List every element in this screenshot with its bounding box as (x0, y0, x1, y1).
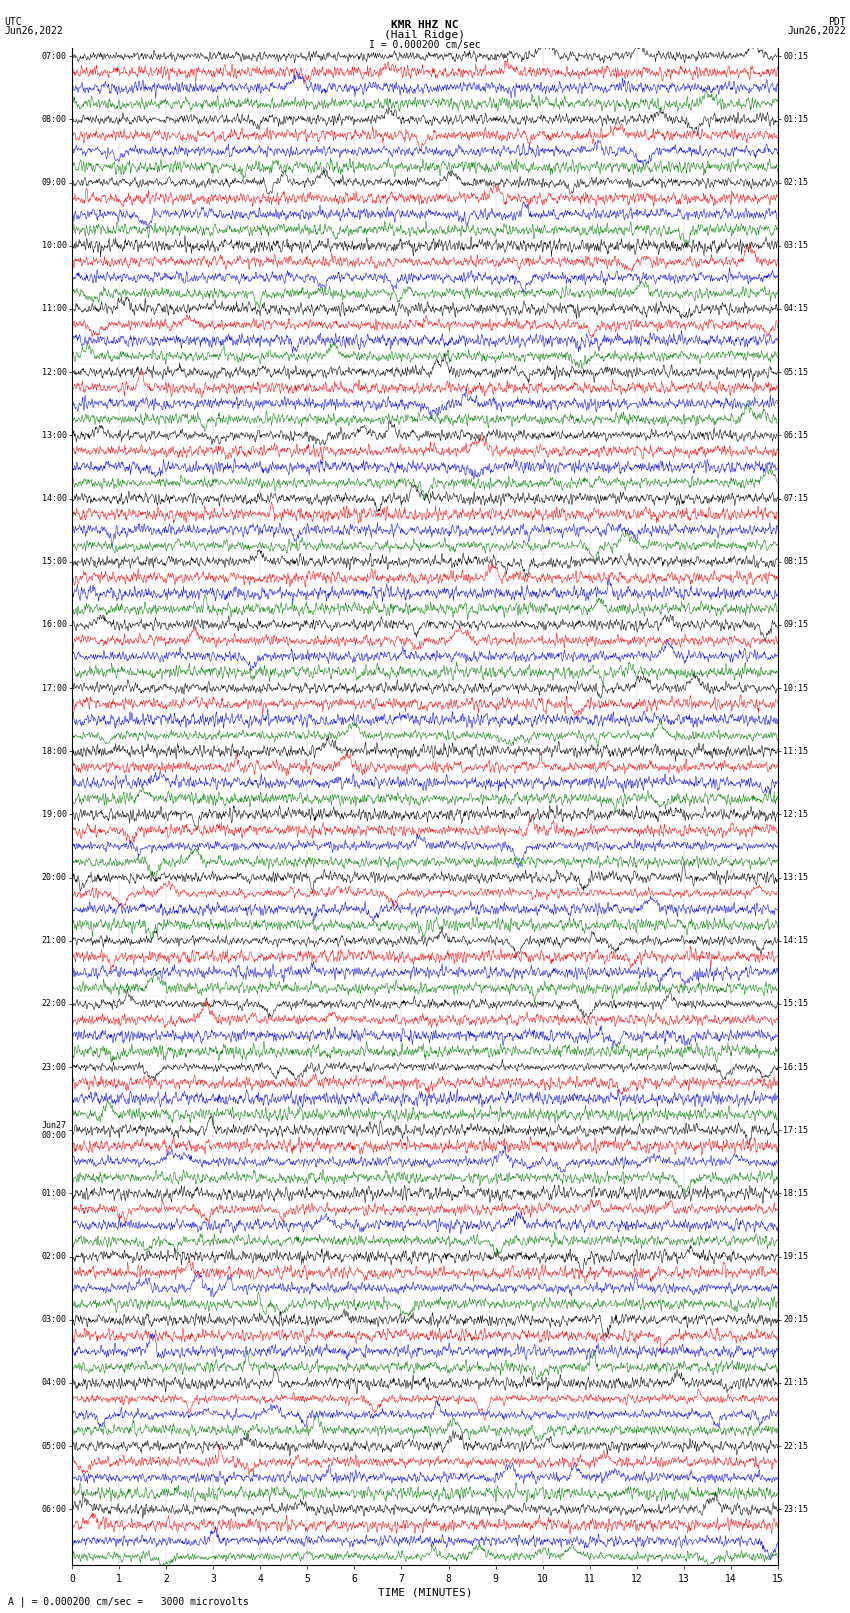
Text: KMR HHZ NC: KMR HHZ NC (391, 19, 459, 31)
X-axis label: TIME (MINUTES): TIME (MINUTES) (377, 1587, 473, 1598)
Text: A | = 0.000200 cm/sec =   3000 microvolts: A | = 0.000200 cm/sec = 3000 microvolts (8, 1595, 249, 1607)
Text: UTC: UTC (4, 18, 22, 27)
Text: Jun26,2022: Jun26,2022 (4, 26, 63, 35)
Text: PDT: PDT (828, 18, 846, 27)
Text: Jun26,2022: Jun26,2022 (787, 26, 846, 35)
Text: I = 0.000200 cm/sec: I = 0.000200 cm/sec (369, 39, 481, 50)
Text: (Hail Ridge): (Hail Ridge) (384, 31, 466, 40)
